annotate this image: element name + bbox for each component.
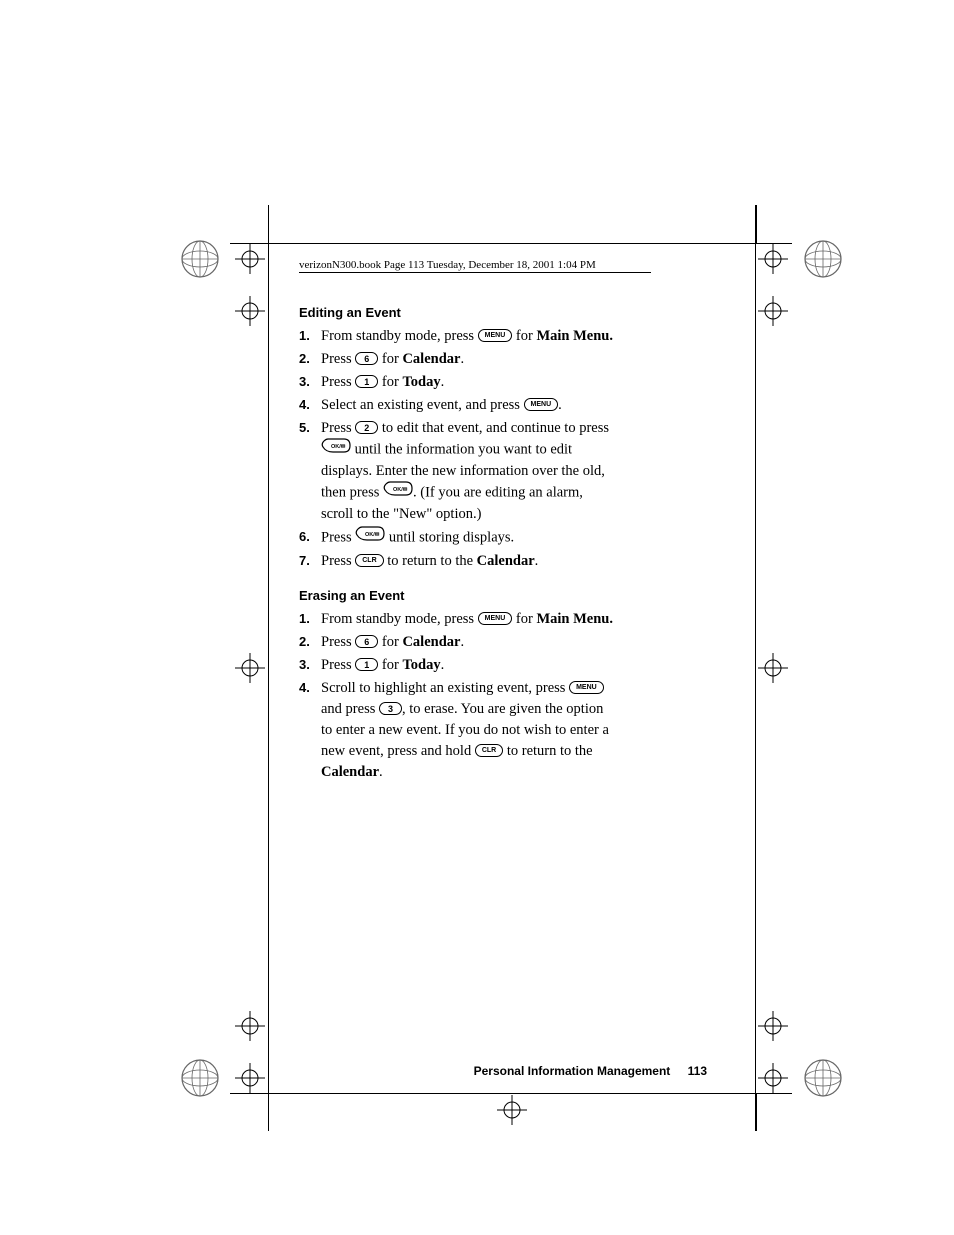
crop-line-top [230, 243, 792, 244]
registration-crosshair-icon [235, 1011, 265, 1041]
bold-text: Calendar [321, 764, 379, 780]
key-menu-icon: MENU [569, 681, 604, 694]
crop-mark [756, 1093, 757, 1131]
registration-globe-icon [180, 239, 220, 279]
bold-text: Calendar [402, 351, 460, 367]
step-number: 2. [299, 349, 321, 370]
step-body: From standby mode, press MENU for Main M… [321, 609, 617, 630]
registration-crosshair-icon [497, 1095, 527, 1125]
registration-globe-icon [803, 1058, 843, 1098]
step-number: 4. [299, 395, 321, 416]
ok-msg-key-icon: OK/✉ [355, 526, 385, 548]
bold-text: Calendar [477, 553, 535, 569]
registration-crosshair-icon [235, 653, 265, 683]
registration-crosshair-icon [758, 244, 788, 274]
step: 2.Press 6 for Calendar. [299, 349, 709, 370]
footer-page-number: 113 [688, 1064, 707, 1078]
step-body: Press 6 for Calendar. [321, 632, 617, 653]
footer-section: Personal Information Management [474, 1064, 671, 1078]
step-number: 2. [299, 632, 321, 653]
registration-globe-icon [803, 239, 843, 279]
step-body: Select an existing event, and press MENU… [321, 395, 617, 416]
step-number: 7. [299, 551, 321, 572]
step: 4.Select an existing event, and press ME… [299, 395, 709, 416]
step: 3.Press 1 for Today. [299, 372, 709, 393]
crop-mark [268, 1093, 269, 1131]
step: 2.Press 6 for Calendar. [299, 632, 709, 653]
step: 4.Scroll to highlight an existing event,… [299, 678, 709, 783]
step-body: Press CLR to return to the Calendar. [321, 551, 617, 572]
page-footer: Personal Information Management 113 [299, 1064, 707, 1078]
registration-crosshair-icon [235, 244, 265, 274]
step: 5.Press 2 to edit that event, and contin… [299, 418, 709, 525]
registration-crosshair-icon [758, 296, 788, 326]
key-1-icon: 1 [355, 658, 378, 671]
registration-crosshair-icon [235, 1063, 265, 1093]
crop-mark [268, 205, 269, 243]
registration-crosshair-icon [758, 653, 788, 683]
crop-line-bottom [230, 1093, 792, 1094]
bold-text: Main Menu. [536, 611, 613, 627]
crop-mark [756, 205, 757, 243]
step: 6.Press OK/✉ until storing displays. [299, 527, 709, 549]
step: 3.Press 1 for Today. [299, 655, 709, 676]
step-body: Press OK/✉ until storing displays. [321, 527, 617, 549]
section-title: Erasing an Event [299, 588, 709, 603]
step-number: 1. [299, 609, 321, 630]
key-6-icon: 6 [355, 635, 378, 648]
svg-text:OK/✉: OK/✉ [331, 444, 346, 450]
bold-text: Today [402, 657, 440, 673]
step-body: From standby mode, press MENU for Main M… [321, 326, 617, 347]
step-number: 1. [299, 326, 321, 347]
key-1-icon: 1 [355, 375, 378, 388]
step: 1.From standby mode, press MENU for Main… [299, 326, 709, 347]
registration-globe-icon [180, 1058, 220, 1098]
registration-crosshair-icon [758, 1063, 788, 1093]
key-3-icon: 3 [379, 702, 402, 715]
section-title: Editing an Event [299, 305, 709, 320]
step-number: 5. [299, 418, 321, 525]
key-clr-icon: CLR [475, 744, 503, 757]
step-body: Scroll to highlight an existing event, p… [321, 678, 617, 783]
key-menu-icon: MENU [524, 398, 559, 411]
step-body: Press 2 to edit that event, and continue… [321, 418, 617, 525]
key-menu-icon: MENU [478, 612, 513, 625]
bold-text: Today [402, 374, 440, 390]
key-clr-icon: CLR [355, 554, 383, 567]
step-body: Press 1 for Today. [321, 655, 617, 676]
step-number: 3. [299, 655, 321, 676]
step: 7.Press CLR to return to the Calendar. [299, 551, 709, 572]
registration-crosshair-icon [758, 1011, 788, 1041]
svg-text:OK/✉: OK/✉ [393, 487, 408, 493]
step: 1.From standby mode, press MENU for Main… [299, 609, 709, 630]
registration-crosshair-icon [235, 296, 265, 326]
page-content: Editing an Event1.From standby mode, pre… [299, 305, 709, 785]
key-2-icon: 2 [355, 421, 378, 434]
ok-msg-key-icon: OK/✉ [383, 481, 413, 503]
header-rule [299, 272, 651, 273]
bold-text: Main Menu. [536, 328, 613, 344]
key-6-icon: 6 [355, 352, 378, 365]
step-number: 3. [299, 372, 321, 393]
ok-msg-key-icon: OK/✉ [321, 438, 351, 460]
key-menu-icon: MENU [478, 329, 513, 342]
step-number: 4. [299, 678, 321, 783]
step-body: Press 6 for Calendar. [321, 349, 617, 370]
svg-text:OK/✉: OK/✉ [365, 532, 380, 538]
step-body: Press 1 for Today. [321, 372, 617, 393]
bold-text: Calendar [402, 634, 460, 650]
header-text: verizonN300.book Page 113 Tuesday, Decem… [299, 259, 596, 271]
step-number: 6. [299, 527, 321, 549]
